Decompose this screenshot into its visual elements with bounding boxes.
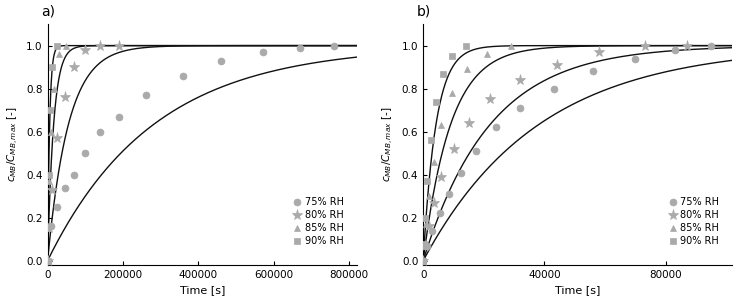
80% RH [96,44,105,48]
80% RH [449,147,458,151]
80% RH [69,65,78,69]
Line: 90% RH: 90% RH [420,42,469,264]
Line: 80% RH: 80% RH [418,40,692,266]
80% RH [640,44,649,48]
75% RH [69,173,78,176]
80% RH [81,48,90,52]
75% RH [422,244,431,247]
75% RH [631,57,640,60]
75% RH [52,205,61,209]
75% RH [330,44,339,48]
75% RH [115,115,124,118]
90% RH [432,100,441,103]
75% RH [179,74,187,78]
75% RH [428,229,437,232]
80% RH [52,136,61,140]
75% RH [81,151,90,155]
75% RH [96,130,105,133]
75% RH [516,106,525,110]
75% RH [670,48,679,52]
80% RH [683,44,692,48]
75% RH [707,44,716,48]
Line: 90% RH: 90% RH [44,42,61,264]
90% RH [46,108,55,112]
85% RH [43,259,52,262]
85% RH [55,52,63,56]
75% RH [444,192,453,196]
80% RH [43,259,52,262]
90% RH [44,173,53,176]
80% RH [486,98,494,101]
90% RH [421,216,430,219]
85% RH [425,194,434,198]
85% RH [447,91,456,95]
80% RH [552,63,561,67]
75% RH [549,87,558,90]
75% RH [492,126,500,129]
X-axis label: Time [s]: Time [s] [179,285,225,296]
Legend: 75% RH, 80% RH, 85% RH, 90% RH: 75% RH, 80% RH, 85% RH, 90% RH [667,195,722,248]
85% RH [483,52,492,56]
75% RH [60,186,69,189]
75% RH [141,93,150,97]
Line: 80% RH: 80% RH [42,40,125,266]
80% RH [437,175,446,178]
75% RH [258,50,267,54]
75% RH [217,59,226,63]
85% RH [437,123,446,127]
90% RH [52,44,61,48]
80% RH [421,244,430,247]
85% RH [507,44,516,48]
85% RH [50,87,59,90]
85% RH [47,130,56,133]
80% RH [430,201,438,204]
90% RH [461,44,470,48]
Line: 85% RH: 85% RH [44,42,70,264]
75% RH [43,259,52,262]
75% RH [457,171,466,174]
75% RH [435,212,444,215]
80% RH [45,227,54,230]
90% RH [44,227,52,230]
90% RH [419,242,428,245]
75% RH [296,46,305,50]
85% RH [418,259,427,262]
80% RH [60,95,69,99]
Text: a): a) [41,5,55,19]
75% RH [47,225,56,228]
85% RH [430,160,438,163]
85% RH [45,179,54,183]
75% RH [472,149,480,153]
90% RH [427,138,435,142]
80% RH [464,121,473,125]
90% RH [48,65,57,69]
Line: 85% RH: 85% RH [420,42,514,264]
80% RH [418,259,427,262]
80% RH [516,78,525,82]
75% RH [588,70,597,73]
80% RH [424,225,433,228]
Line: 75% RH: 75% RH [44,42,338,264]
X-axis label: Time [s]: Time [s] [555,285,601,296]
Y-axis label: $c_{MB}/C_{MB,max}$ [-]: $c_{MB}/C_{MB,max}$ [-] [381,107,396,182]
80% RH [595,50,604,54]
75% RH [418,259,427,262]
90% RH [438,72,447,75]
Line: 75% RH: 75% RH [420,42,714,264]
Legend: 75% RH, 80% RH, 85% RH, 90% RH: 75% RH, 80% RH, 85% RH, 90% RH [292,195,346,248]
85% RH [62,44,71,48]
90% RH [43,259,52,262]
85% RH [421,222,430,226]
90% RH [423,179,432,183]
85% RH [420,244,429,247]
90% RH [447,54,456,58]
Text: b): b) [417,5,431,19]
90% RH [418,259,427,262]
80% RH [115,44,124,48]
Y-axis label: $c_{MB}/C_{MB,max}$ [-]: $c_{MB}/C_{MB,max}$ [-] [6,107,21,182]
80% RH [48,188,57,191]
85% RH [44,225,52,228]
85% RH [463,67,472,71]
